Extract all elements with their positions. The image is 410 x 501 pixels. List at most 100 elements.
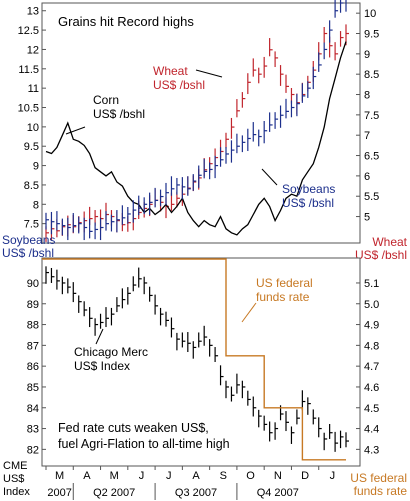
top-right-unit-label: Wheat US$ /bshl xyxy=(355,235,408,262)
top-left-tick-label: 12.5 xyxy=(18,25,39,37)
top-left-tick-label: 10 xyxy=(27,122,39,134)
x-tick-label: M xyxy=(55,470,64,482)
corn-annotation-pointer xyxy=(65,126,86,135)
top-left-tick-label: 9 xyxy=(33,161,39,173)
bottom-left-tick-label: 83 xyxy=(27,424,39,436)
bottom-panel: 82 83 84 85 86 87 88 89 90 4.3 4.4 4.5 4.6 4.7 4.8 4.9… xyxy=(3,257,407,498)
bottom-right-tick-label: 5.0 xyxy=(364,299,379,311)
top-plot-frame xyxy=(41,2,361,244)
top-right-tick-label: 10 xyxy=(364,8,376,20)
fed-annotation: US federal funds rate xyxy=(256,276,313,304)
fed-annotation-line1: US federal xyxy=(256,276,313,290)
top-left-tick-label: 9.5 xyxy=(24,141,39,153)
note-line-2: fuel Agri-Flation to all-time high xyxy=(58,437,230,451)
top-panel: 7.5 8 8.5 9 9.5 10 10.5 11 11.5 12 12.5 13 5 5.5 6 6.5… xyxy=(2,0,408,262)
quarter-label: Q3 2007 xyxy=(175,487,217,499)
top-chart-title: Grains hit Record highs xyxy=(58,14,194,29)
top-right-tick-label: 5.5 xyxy=(364,191,379,203)
top-right-tick-label: 6.5 xyxy=(364,151,379,163)
top-right-tick-label: 7 xyxy=(364,130,370,142)
cme-annotation-pointer xyxy=(95,328,104,345)
bottom-left-tick-label: 82 xyxy=(27,444,39,456)
bottom-right-tick-label: 4.4 xyxy=(364,424,379,436)
x-tick-label: A xyxy=(83,470,91,482)
fed-funds-rate-line xyxy=(42,258,346,461)
wheat-annotation-line1: Wheat xyxy=(153,64,188,78)
x-tick-label: J xyxy=(166,470,172,482)
bottom-left-tick-label: 87 xyxy=(27,340,39,352)
top-right-tick-label: 6 xyxy=(364,171,370,183)
top-left-tick-label: 8 xyxy=(33,199,39,211)
bottom-left-unit-label: CME US$ Index xyxy=(3,460,30,498)
quarter-label: Q4 2007 xyxy=(257,487,299,499)
top-left-unit-line2: US$ /bshl xyxy=(2,246,54,260)
top-left-tick-label: 11.5 xyxy=(18,64,39,76)
soybeans-annotation-line1: Soybeans xyxy=(282,182,335,196)
bottom-right-tick-label: 4.9 xyxy=(364,320,379,332)
bottom-right-unit-label: US federal funds rate xyxy=(350,471,407,498)
bottom-left-tick-label: 88 xyxy=(27,320,39,332)
top-left-tick-label: 7.5 xyxy=(24,219,39,231)
soybeans-annotation-line2: US$ /bshl xyxy=(282,196,334,210)
x-tick-label: S xyxy=(220,470,227,482)
quarter-label: 2007 xyxy=(47,487,71,499)
top-left-tick-label: 13 xyxy=(27,6,39,18)
soybeans-annotation: Soybeans US$ /bshl xyxy=(282,182,335,210)
soybeans-series xyxy=(45,0,347,241)
top-right-tick-label: 8 xyxy=(364,90,370,102)
bottom-left-tick-label: 84 xyxy=(27,403,39,415)
x-tick-label: J xyxy=(330,470,336,482)
note-line-1: Fed rate cuts weaken US$, xyxy=(58,421,209,435)
x-axis: M A M J J A S O N D J 2007 Q2 2007 Q3 2007 Q4 2007 xyxy=(45,466,336,500)
bottom-series-group xyxy=(42,258,349,461)
top-left-unit-line1: Soybeans xyxy=(2,233,55,247)
corn-series-line xyxy=(45,41,347,236)
top-right-axis: 5 5.5 6 6.5 7 7.5 8 8.5 9 9.5 10 xyxy=(356,8,379,224)
wheat-annotation-line2: US$ /bshl xyxy=(153,78,205,92)
bottom-right-unit-line1: US federal xyxy=(350,471,407,485)
x-tick-label: N xyxy=(274,470,282,482)
wheat-annotation-pointer xyxy=(195,69,223,78)
quarter-label: Q2 2007 xyxy=(93,487,135,499)
wheat-annotation: Wheat US$ /bshl xyxy=(153,64,205,92)
top-left-axis: 7.5 8 8.5 9 9.5 10 10.5 11 11.5 12 12.5 13 xyxy=(18,6,46,231)
bottom-right-tick-label: 4.3 xyxy=(364,444,379,456)
corn-annotation-line2: US$ /bshl xyxy=(93,107,145,121)
bottom-right-tick-label: 4.6 xyxy=(364,382,379,394)
bottom-right-tick-label: 4.7 xyxy=(364,361,379,373)
top-right-tick-label: 5 xyxy=(364,212,370,224)
x-tick-label: O xyxy=(246,470,255,482)
bottom-left-unit-line1: CME xyxy=(3,460,27,472)
top-right-tick-label: 7.5 xyxy=(364,110,379,122)
top-right-unit-line2: US$ /bshl xyxy=(355,248,407,262)
bottom-left-axis: 82 83 84 85 86 87 88 89 90 xyxy=(27,278,46,456)
fed-annotation-line2: funds rate xyxy=(256,290,310,304)
top-right-unit-line1: Wheat xyxy=(372,235,407,249)
cme-annotation-line2: US$ Index xyxy=(74,359,130,373)
bottom-left-tick-label: 86 xyxy=(27,361,39,373)
x-tick-label: D xyxy=(301,470,309,482)
x-tick-label: A xyxy=(192,470,200,482)
x-tick-label: J xyxy=(139,470,145,482)
top-left-tick-label: 10.5 xyxy=(18,103,39,115)
bottom-left-unit-line3: Index xyxy=(3,486,30,498)
top-series-group xyxy=(45,0,349,242)
top-right-tick-label: 8.5 xyxy=(364,69,379,81)
top-left-tick-label: 11 xyxy=(28,83,39,95)
top-right-tick-label: 9 xyxy=(364,49,370,61)
top-right-tick-label: 9.5 xyxy=(364,29,379,41)
x-tick-label: M xyxy=(110,470,119,482)
bottom-right-tick-label: 4.5 xyxy=(364,403,379,415)
bottom-left-tick-label: 85 xyxy=(27,382,39,394)
bottom-left-tick-label: 89 xyxy=(27,299,39,311)
top-left-unit-label: Soybeans US$ /bshl xyxy=(2,233,55,260)
corn-annotation: Corn US$ /bshl xyxy=(93,93,145,121)
bottom-right-tick-label: 5.1 xyxy=(364,278,379,290)
bottom-right-tick-label: 4.8 xyxy=(364,340,379,352)
bottom-right-axis: 4.3 4.4 4.5 4.6 4.7 4.8 4.9 5.0 5.1 xyxy=(356,278,379,456)
fed-annotation-pointer xyxy=(241,302,257,323)
bottom-right-unit-line2: funds rate xyxy=(354,484,408,498)
bottom-left-unit-line2: US$ xyxy=(3,473,24,485)
cme-annotation-line1: Chicago Merc xyxy=(74,345,148,359)
